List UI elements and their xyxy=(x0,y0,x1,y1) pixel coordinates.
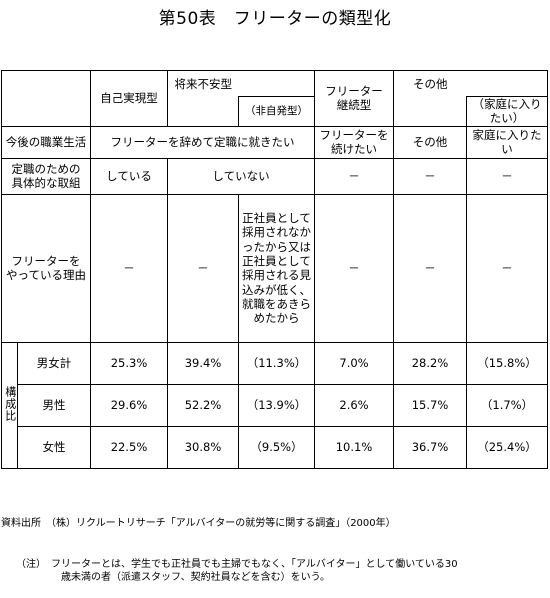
reason-other-dash: － xyxy=(393,193,467,343)
header-corner-cell xyxy=(1,70,91,127)
composition-value: （9.5%） xyxy=(238,425,315,469)
composition-value: 25.3% xyxy=(90,341,168,385)
row-concrete-efforts: 定職のための 具体的な取組 している していない － － － xyxy=(1,157,548,195)
reason-continuation-dash: － xyxy=(314,193,394,343)
reason-home-dash: － xyxy=(466,193,548,343)
row-future-career: 今後の職業生活 フリーターを辞めて定職に就きたい フリーターを 続けたい その他… xyxy=(1,125,548,159)
definition-note: （注） フリーターとは、学生でも正社員でも主婦でもなく、「アルバイター」として働… xyxy=(20,558,458,584)
composition-value: 2.6% xyxy=(314,383,394,427)
footer-notes: 資料出所 （株）リクルートリサーチ「アルバイターの就労等に関する調査」（2000… xyxy=(1,490,547,598)
label-concrete-efforts: 定職のための 具体的な取組 xyxy=(1,157,91,195)
involuntary-label: （非自発型） xyxy=(245,104,308,117)
future-career-home: 家庭に入りたい xyxy=(466,125,548,159)
header-freeter-continuation: フリーター 継続型 xyxy=(314,70,394,127)
header-row-1: 自己実現型 将来不安型 フリーター 継続型 その他 xyxy=(1,70,548,127)
header-want-home: （家庭に入りたい） xyxy=(466,96,548,127)
header-future-anxiety-blank xyxy=(167,96,239,127)
composition-value: （25.4%） xyxy=(466,425,548,469)
header-involuntary: （非自発型） xyxy=(238,96,315,127)
composition-row-female: 女性 22.5% 30.8% （9.5%） 10.1% 36.7% （25.4%… xyxy=(2,425,548,469)
composition-side-label-cell: 構成比 xyxy=(1,341,18,469)
header-row-2: （非自発型） （家庭に入りたい） xyxy=(2,96,548,127)
composition-value: 7.0% xyxy=(314,341,394,385)
future-career-other: その他 xyxy=(393,125,467,159)
document-title: 第50表 フリーターの類型化 xyxy=(158,9,392,29)
efforts-doing: している xyxy=(90,157,168,195)
future-career-quit-freeter: フリーターを辞めて定職に就きたい xyxy=(90,125,315,159)
composition-value: 52.2% xyxy=(167,383,239,427)
composition-label: 男女計 xyxy=(17,341,91,385)
freeter-typology-table: 自己実現型 将来不安型 フリーター 継続型 その他 （非自発型） （家庭に入りた… xyxy=(1,70,548,469)
row-reason: フリーターを やっている理由 － － 正社員として採用されなかったから又は正社員… xyxy=(1,193,548,343)
label-future-career: 今後の職業生活 xyxy=(1,125,91,159)
header-other-cont xyxy=(466,70,548,97)
efforts-not-doing: していない xyxy=(167,157,315,195)
composition-side-label: 構成比 xyxy=(3,385,17,422)
composition-value: 10.1% xyxy=(314,425,394,469)
composition-value: 15.7% xyxy=(393,383,467,427)
efforts-continuation-dash: － xyxy=(314,157,394,195)
composition-value: 36.7% xyxy=(393,425,467,469)
reason-involuntary-note: 正社員として採用されなかったから又は正社員として採用される見込みが低く、就職をあ… xyxy=(238,193,315,343)
composition-value: 22.5% xyxy=(90,425,168,469)
header-future-anxiety: 将来不安型 xyxy=(167,70,239,97)
reason-future-anxiety-dash: － xyxy=(167,193,239,343)
composition-value: 29.6% xyxy=(90,383,168,427)
future-career-continue: フリーターを 続けたい xyxy=(314,125,394,159)
header-future-anxiety-cont xyxy=(238,70,315,97)
header-other-blank xyxy=(393,96,467,127)
composition-value: 39.4% xyxy=(167,341,239,385)
composition-row-male: 男性 29.6% 52.2% （13.9%） 2.6% 15.7% （1.7%） xyxy=(2,383,548,427)
label-reason: フリーターを やっている理由 xyxy=(1,193,91,343)
composition-label: 女性 xyxy=(17,425,91,469)
header-other: その他 xyxy=(393,70,467,97)
composition-value: （11.3%） xyxy=(238,341,315,385)
composition-value: （1.7%） xyxy=(466,383,548,427)
composition-value: 28.2% xyxy=(393,341,467,385)
composition-row-total: 構成比 男女計 25.3% 39.4% （11.3%） 7.0% 28.2% （… xyxy=(1,341,548,469)
composition-label: 男性 xyxy=(17,383,91,427)
composition-value: （15.8%） xyxy=(466,341,548,385)
reason-self-realization-dash: － xyxy=(90,193,168,343)
efforts-home-dash: － xyxy=(466,157,548,195)
header-self-realization: 自己実現型 xyxy=(90,70,168,127)
composition-value: 30.8% xyxy=(167,425,239,469)
source-note: 資料出所 （株）リクルートリサーチ「アルバイターの就労等に関する調査」（2000… xyxy=(1,518,396,529)
efforts-other-dash: － xyxy=(393,157,467,195)
composition-value: （13.9%） xyxy=(238,383,315,427)
